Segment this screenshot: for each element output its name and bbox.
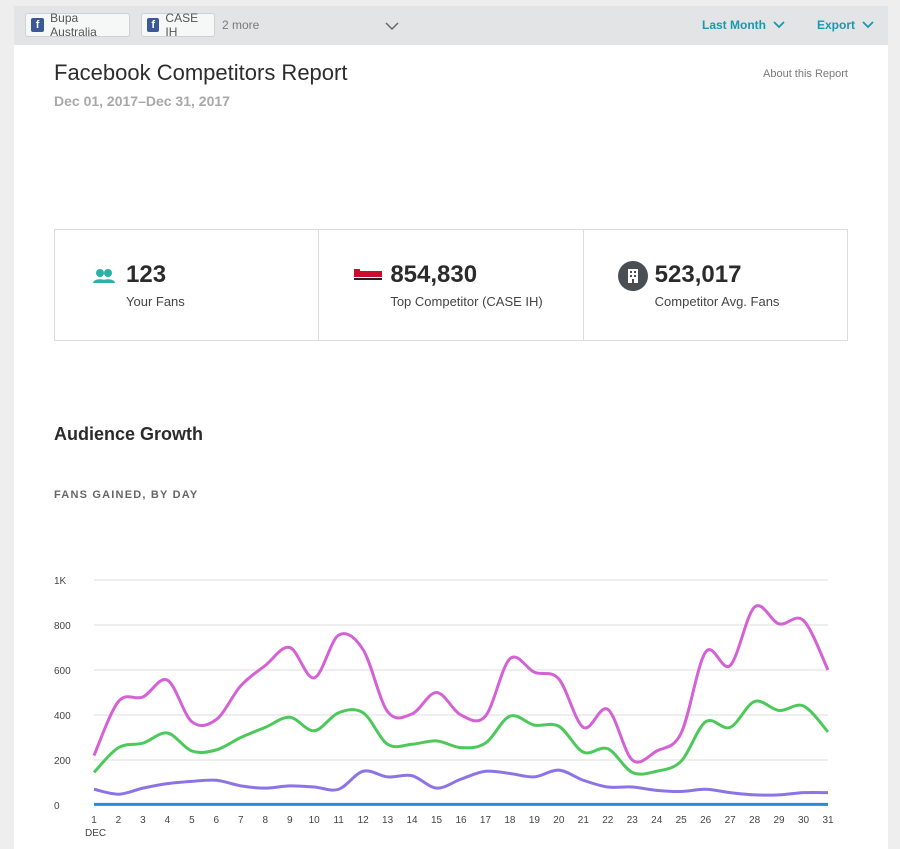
profile-chip-bupa[interactable]: f Bupa Australia xyxy=(25,11,130,39)
x-tick-label: 1 xyxy=(91,815,97,826)
x-tick-label: 13 xyxy=(382,815,394,826)
stat-label: Competitor Avg. Fans xyxy=(654,294,780,309)
y-tick-label: 400 xyxy=(54,711,71,722)
x-tick-label: 16 xyxy=(455,815,467,826)
chevron-down-icon xyxy=(773,21,785,29)
x-tick-label: 15 xyxy=(431,815,443,826)
export-dropdown[interactable]: Export xyxy=(817,18,874,32)
facebook-icon: f xyxy=(147,18,160,32)
page-title: Facebook Competitors Report xyxy=(54,60,348,85)
facebook-icon: f xyxy=(31,18,45,32)
x-tick-label: 10 xyxy=(309,815,321,826)
x-tick-label: 17 xyxy=(480,815,492,826)
x-tick-label: 8 xyxy=(262,815,268,826)
more-profiles-link[interactable]: 2 more xyxy=(222,18,260,32)
x-tick-label: 19 xyxy=(529,815,541,826)
x-tick-label: 7 xyxy=(238,815,244,826)
profile-chip-label: Bupa Australia xyxy=(50,11,97,39)
profile-chip-label: CASE IH xyxy=(165,11,199,39)
x-tick-label: 28 xyxy=(749,815,761,826)
x-tick-label: 27 xyxy=(725,815,737,826)
x-tick-label: 22 xyxy=(602,815,614,826)
y-tick-label: 0 xyxy=(54,801,60,812)
x-tick-label: 9 xyxy=(287,815,293,826)
x-tick-label: 6 xyxy=(214,815,220,826)
y-tick-label: 200 xyxy=(54,756,71,767)
x-tick-label: 20 xyxy=(553,815,565,826)
stat-value: 123 xyxy=(126,261,167,288)
stat-your-fans: 123 Your Fans xyxy=(55,230,320,340)
x-month-label: DEC xyxy=(85,828,106,839)
fans-icon xyxy=(93,269,115,283)
series-line-1 xyxy=(92,604,830,764)
x-tick-label: 23 xyxy=(627,815,639,826)
summary-stats: 123 Your Fans 854,830 Top Competitor (CA… xyxy=(54,229,848,341)
series-line-2 xyxy=(92,699,830,776)
stat-competitor-avg: 523,017 Competitor Avg. Fans xyxy=(584,230,847,340)
chevron-down-icon xyxy=(862,21,874,29)
export-label: Export xyxy=(817,18,856,32)
x-tick-label: 25 xyxy=(676,815,688,826)
report-date-range: Dec 01, 2017–Dec 31, 2017 xyxy=(54,93,230,109)
x-tick-label: 3 xyxy=(140,815,146,826)
about-report-link[interactable]: About this Report xyxy=(763,68,848,80)
x-tick-label: 5 xyxy=(189,815,195,826)
stat-label: Your Fans xyxy=(126,294,185,309)
x-tick-label: 2 xyxy=(116,815,122,826)
x-tick-label: 30 xyxy=(798,815,810,826)
x-tick-label: 24 xyxy=(651,815,663,826)
x-tick-label: 21 xyxy=(578,815,590,826)
x-tick-label: 11 xyxy=(333,815,344,826)
building-icon xyxy=(617,261,648,291)
x-tick-label: 26 xyxy=(700,815,712,826)
y-tick-label: 1K xyxy=(54,576,67,587)
x-tick-label: 29 xyxy=(774,815,786,826)
x-tick-label: 18 xyxy=(504,815,516,826)
stat-value: 523,017 xyxy=(654,261,742,288)
chevron-down-icon[interactable] xyxy=(385,22,399,31)
stat-label: Top Competitor (CASE IH) xyxy=(390,294,543,309)
x-tick-label: 4 xyxy=(165,815,171,826)
stat-top-competitor: 854,830 Top Competitor (CASE IH) xyxy=(319,230,584,340)
date-range-dropdown[interactable]: Last Month xyxy=(702,18,785,32)
x-tick-label: 31 xyxy=(822,815,834,826)
filter-bar: f Bupa Australia f CASE IH 2 more Last M… xyxy=(14,6,888,45)
x-tick-label: 14 xyxy=(407,815,419,826)
series-line-3 xyxy=(93,768,829,797)
case-ih-logo xyxy=(354,269,383,280)
y-tick-label: 800 xyxy=(54,621,71,632)
profile-chip-case-ih[interactable]: f CASE IH xyxy=(141,11,215,39)
section-title: Audience Growth xyxy=(54,424,204,444)
date-range-label: Last Month xyxy=(702,18,766,32)
report-page: f Bupa Australia f CASE IH 2 more Last M… xyxy=(14,6,888,849)
stat-value: 854,830 xyxy=(390,261,478,288)
y-tick-label: 600 xyxy=(54,666,71,677)
chart-subtitle: FANS GAINED, BY DAY xyxy=(54,489,199,501)
x-tick-label: 12 xyxy=(358,815,370,826)
